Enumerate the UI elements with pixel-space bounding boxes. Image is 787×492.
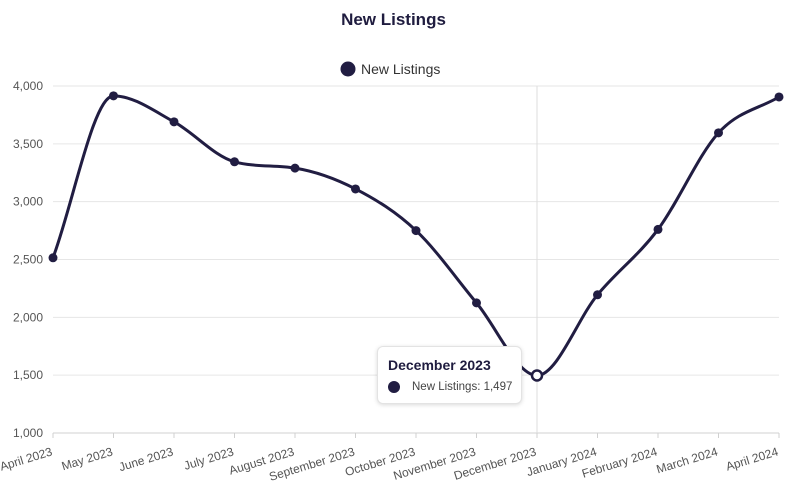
x-tick-label: April 2024	[724, 444, 780, 473]
data-point[interactable]	[230, 157, 239, 167]
data-point[interactable]	[472, 298, 481, 308]
data-point[interactable]	[593, 290, 602, 300]
data-point[interactable]	[169, 117, 179, 127]
tooltip: December 2023 New Listings: 1,497	[377, 346, 522, 404]
y-tick-label: 3,000	[13, 195, 43, 209]
y-tick-label: 2,000	[13, 310, 43, 324]
y-axis: 1,000 1,500 2,000 2,500 3,000 3,500 4,000	[13, 79, 43, 440]
y-tick-label: 2,500	[13, 253, 43, 267]
data-point[interactable]	[411, 226, 421, 236]
x-tick-label: March 2024	[655, 444, 720, 476]
x-tick-label: July 2023	[182, 444, 236, 473]
data-point[interactable]	[290, 163, 300, 173]
data-point[interactable]	[351, 184, 360, 194]
data-point[interactable]	[653, 224, 663, 234]
legend-label: New Listings	[361, 61, 440, 77]
series-line	[51, 94, 780, 378]
tooltip-marker	[388, 381, 400, 393]
x-tick-label: May 2023	[60, 444, 115, 473]
x-tick-label: June 2023	[117, 444, 175, 474]
data-point[interactable]	[530, 369, 544, 382]
y-tick-label: 3,500	[13, 137, 43, 151]
y-tick-label: 1,500	[13, 368, 43, 382]
x-axis: April 2023 May 2023 June 2023 July 2023Augu…	[0, 433, 780, 484]
chart-title: New Listings	[341, 10, 446, 29]
tooltip-title: December 2023	[388, 357, 491, 373]
y-tick-label: 1,000	[13, 426, 43, 440]
tooltip-row: New Listings: 1,497	[388, 381, 521, 393]
grid	[53, 85, 779, 434]
legend-marker	[340, 61, 356, 77]
legend[interactable]: New Listings	[340, 61, 441, 77]
data-point[interactable]	[774, 92, 784, 102]
data-point[interactable]	[109, 91, 118, 101]
data-point[interactable]	[48, 253, 58, 263]
y-tick-label: 4,000	[13, 79, 43, 93]
data-points	[48, 91, 784, 382]
data-point[interactable]	[714, 128, 723, 138]
tooltip-value: New Listings: 1,497	[412, 381, 513, 393]
x-tick-label: April 2023	[0, 444, 54, 473]
